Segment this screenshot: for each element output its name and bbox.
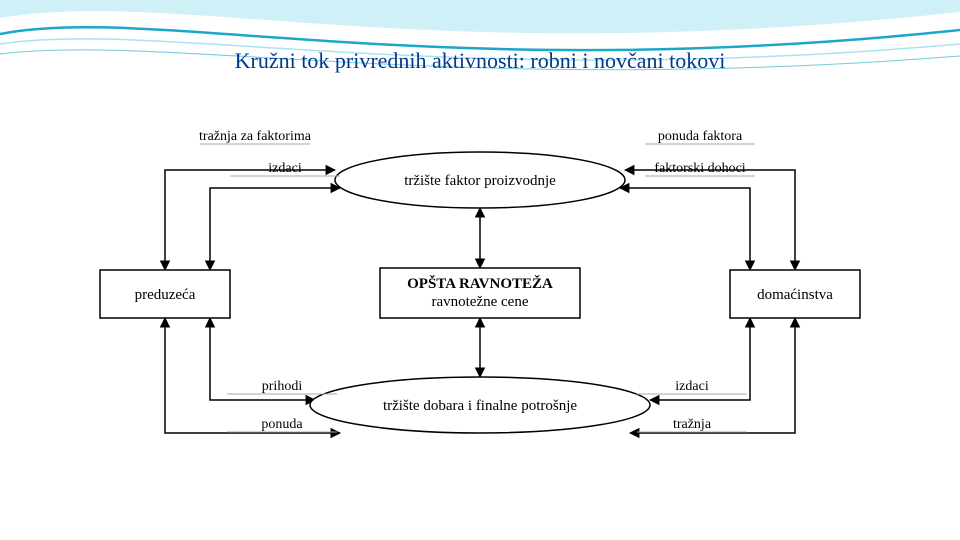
edge-td-pr-bot <box>165 318 340 433</box>
edge-label-td-pr-top: prihodi <box>262 379 303 394</box>
node-label-domacinstva: domaćinstva <box>757 287 833 303</box>
diagram-container: preduzeća domaćinstva tržište faktor proiz… <box>60 100 900 500</box>
edge-label-td-dm-bot: tražnja <box>673 417 712 432</box>
edge-tf-pr-top <box>165 170 335 270</box>
edge-tf-pr-bot <box>210 188 340 270</box>
edge-label-tf-pr-bot: izdaci <box>268 161 302 176</box>
decorative-wave <box>0 0 960 90</box>
edge-tf-dm-top <box>625 170 795 270</box>
node-label-opsta_ravnoteza-2: ravnotežne cene <box>431 294 528 310</box>
node-label-preduzeca: preduzeća <box>135 287 196 303</box>
edge-label-tf-pr-top: tražnja za faktorima <box>199 129 312 144</box>
edge-label-td-pr-bot: ponuda <box>261 417 303 432</box>
edge-tf-dm-bot <box>620 188 750 270</box>
node-label-trziste_dobara: tržište dobara i finalne potrošnje <box>383 398 577 414</box>
edge-label-tf-dm-bot: faktorski dohoci <box>654 161 745 176</box>
node-label-trziste_faktora: tržište faktor proizvodnje <box>404 173 556 189</box>
edge-label-tf-dm-top: ponuda faktora <box>658 129 743 144</box>
edge-td-dm-bot <box>630 318 795 433</box>
page-title: Kružni tok privrednih aktivnosti: robni … <box>0 48 960 74</box>
circular-flow-diagram: preduzeća domaćinstva tržište faktor proiz… <box>60 100 900 500</box>
edge-label-td-dm-top: izdaci <box>675 379 709 394</box>
node-label-opsta_ravnoteza-1: OPŠTA RAVNOTEŽA <box>407 275 553 292</box>
